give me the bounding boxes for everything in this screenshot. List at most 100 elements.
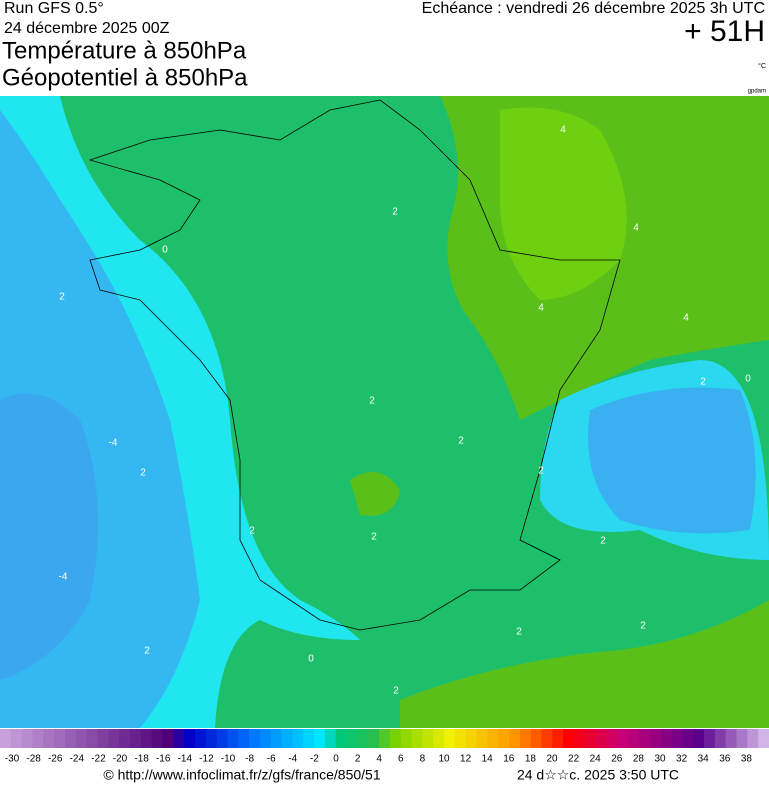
contour-label: 2: [458, 436, 464, 447]
legend-label: 38: [741, 754, 753, 765]
contour-label: -4: [59, 572, 68, 583]
contour-label: 2: [59, 292, 65, 303]
contour-label: 4: [683, 313, 689, 324]
legend-swatch: [292, 729, 304, 748]
legend-swatch: [173, 729, 185, 748]
legend-swatch: [249, 729, 261, 748]
legend-label: 8: [420, 754, 426, 765]
legend-swatch: [21, 729, 33, 748]
legend-swatch: [693, 729, 705, 748]
contour-label: 4: [633, 223, 639, 234]
legend-swatch: [411, 729, 423, 748]
legend-label: 30: [654, 754, 666, 765]
legend-swatch: [281, 729, 293, 748]
contour-label: 2: [140, 468, 146, 479]
legend-swatch: [379, 729, 391, 748]
legend-swatch: [454, 729, 467, 748]
legend-swatch: [487, 729, 499, 748]
legend-label: 28: [633, 754, 645, 765]
legend-swatch: [162, 729, 174, 748]
legend-swatch: [465, 729, 478, 748]
legend-swatch: [617, 729, 629, 748]
legend-swatch: [97, 729, 109, 748]
legend-label: 2: [355, 754, 361, 765]
legend-label: 6: [398, 754, 404, 765]
legend-swatch: [32, 729, 44, 748]
legend-swatch: [530, 729, 543, 748]
legend-swatch: [747, 729, 759, 748]
legend-label: 22: [568, 754, 580, 765]
contour-label: 2: [700, 377, 706, 388]
legend-swatch: [108, 729, 120, 748]
unit: °C: [758, 62, 766, 70]
legend-swatch: [238, 729, 250, 748]
legend-label: -20: [113, 754, 128, 765]
legend-swatch: [736, 729, 748, 748]
legend-swatch: [433, 729, 445, 748]
legend-swatch: [389, 729, 402, 748]
run: Run GFS 0.5°: [4, 0, 104, 17]
legend-swatch: [498, 729, 510, 748]
legend-label: -28: [26, 754, 41, 765]
legend-swatch: [660, 729, 673, 748]
legend-swatch: [10, 729, 23, 748]
legend-swatch: [639, 729, 651, 748]
legend-swatch: [606, 729, 618, 748]
legend-swatch: [129, 729, 142, 748]
legend-label: 18: [525, 754, 537, 765]
forecast: Echéance : vendredi 26 décembre 2025 3h …: [422, 0, 765, 17]
contour-label: 4: [538, 303, 544, 314]
contour-label: 0: [745, 374, 751, 385]
legend-swatch: [54, 729, 66, 748]
legend-swatch: [205, 729, 218, 748]
legend-label: -24: [70, 754, 85, 765]
run-date: 24 décembre 2025 00Z: [4, 20, 170, 37]
color-legend: -30 -28 -26 -24 -22 -20 -18 -16 -14 -12 -10 -8 -6 -4-…: [0, 729, 769, 765]
legend-swatch: [43, 729, 55, 748]
legend-swatch: [346, 729, 358, 748]
contour-label: -4: [109, 438, 118, 449]
legend-label: -16: [156, 754, 171, 765]
legend-label: 24: [590, 754, 602, 765]
lead-time: + 51H: [684, 15, 765, 48]
legend-swatch: [552, 729, 564, 748]
legend-label: 36: [719, 754, 731, 765]
legend-swatch: [86, 729, 98, 748]
contour-label: 4: [560, 125, 566, 136]
legend-swatch: [541, 729, 553, 748]
legend-swatch: [184, 729, 196, 748]
contour-label: 2: [392, 207, 398, 218]
contour-label: 2: [516, 627, 522, 638]
contour-label: 0: [308, 654, 314, 665]
legend-swatch: [509, 729, 521, 748]
legend-swatch: [628, 729, 640, 748]
legend-swatch: [704, 729, 716, 748]
contour-label: 2: [538, 466, 544, 477]
legend-label: 20: [546, 754, 558, 765]
legend-label: 10: [438, 754, 450, 765]
legend-swatch: [314, 729, 326, 748]
legend-swatch: [671, 729, 683, 748]
legend-swatch: [227, 729, 239, 748]
legend-label: -30: [5, 754, 20, 765]
legend-label: 26: [611, 754, 623, 765]
legend-label: -14: [178, 754, 193, 765]
generated: 24 d☆☆c. 2025 3:50 UTC: [517, 767, 679, 783]
legend-label: 34: [698, 754, 710, 765]
legend-label: -4: [288, 754, 297, 765]
legend-label: -6: [267, 754, 276, 765]
contour-label: 2: [249, 526, 255, 537]
legend-swatch: [259, 729, 272, 748]
legend-label: -26: [48, 754, 63, 765]
legend-swatch: [725, 729, 738, 748]
legend-swatch: [476, 729, 488, 748]
contour-label: 2: [144, 646, 150, 657]
title-1: Température à 850hPa: [2, 37, 247, 64]
contour-label: 2: [600, 536, 606, 547]
legend-swatch: [584, 729, 597, 748]
legend-label: 0: [333, 754, 339, 765]
legend-swatch: [270, 729, 283, 748]
legend-swatch: [649, 729, 662, 748]
